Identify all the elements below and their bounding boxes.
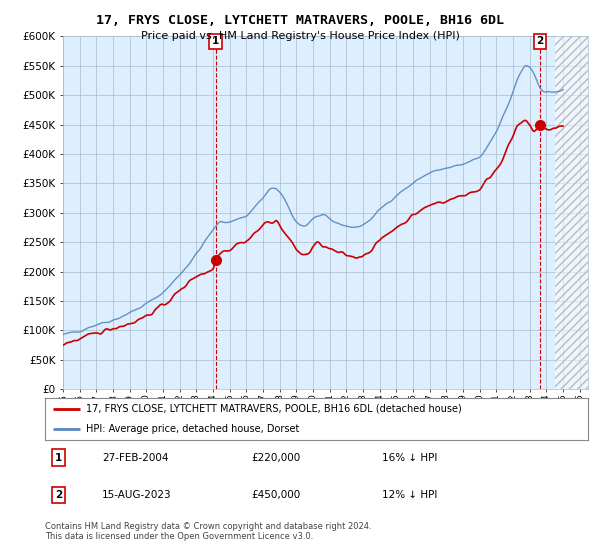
Text: Contains HM Land Registry data © Crown copyright and database right 2024.
This d: Contains HM Land Registry data © Crown c… xyxy=(45,522,371,542)
Text: 16% ↓ HPI: 16% ↓ HPI xyxy=(382,452,437,463)
Text: 17, FRYS CLOSE, LYTCHETT MATRAVERS, POOLE, BH16 6DL (detached house): 17, FRYS CLOSE, LYTCHETT MATRAVERS, POOL… xyxy=(86,404,461,413)
Bar xyxy=(554,36,588,389)
Text: 2: 2 xyxy=(536,36,544,46)
Text: £450,000: £450,000 xyxy=(251,491,301,500)
Text: 27-FEB-2004: 27-FEB-2004 xyxy=(102,452,169,463)
Text: 17, FRYS CLOSE, LYTCHETT MATRAVERS, POOLE, BH16 6DL: 17, FRYS CLOSE, LYTCHETT MATRAVERS, POOL… xyxy=(96,14,504,27)
Text: HPI: Average price, detached house, Dorset: HPI: Average price, detached house, Dors… xyxy=(86,424,299,433)
Text: 1: 1 xyxy=(55,452,62,463)
Text: 12% ↓ HPI: 12% ↓ HPI xyxy=(382,491,437,500)
Text: 2: 2 xyxy=(55,491,62,500)
Text: £220,000: £220,000 xyxy=(251,452,301,463)
Text: Price paid vs. HM Land Registry's House Price Index (HPI): Price paid vs. HM Land Registry's House … xyxy=(140,31,460,41)
Text: 15-AUG-2023: 15-AUG-2023 xyxy=(102,491,172,500)
Text: 1: 1 xyxy=(212,36,219,46)
